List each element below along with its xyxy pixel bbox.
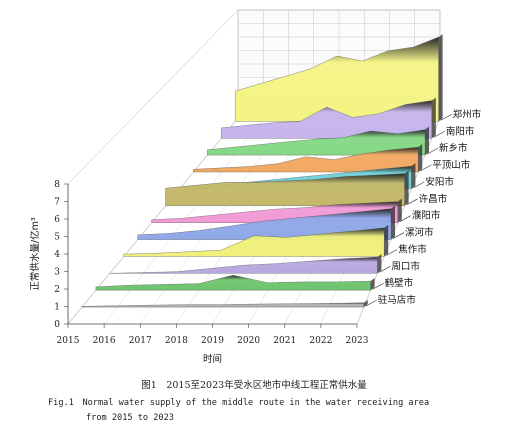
- series-label: 濮阳市: [412, 210, 441, 222]
- series-endcap-9: [418, 144, 422, 172]
- series-label: 驻马店市: [378, 294, 417, 306]
- x-tick-label: 2018: [165, 336, 188, 346]
- figure-caption-en-line2: from 2015 to 2023: [48, 411, 488, 426]
- x-tick-label: 2021: [273, 336, 296, 346]
- series-label: 郑州市: [453, 108, 482, 120]
- x-tick-label: 2020: [237, 336, 260, 346]
- series-label: 漯河市: [405, 227, 434, 239]
- y-tick-label: 3: [54, 268, 60, 278]
- figure-caption-en-line1: Fig.1 Normal water supply of the middle …: [48, 396, 488, 411]
- series-label: 鹤壁市: [385, 277, 414, 289]
- y-tick-label: 8: [54, 180, 60, 190]
- y-tick-label: 4: [54, 250, 60, 260]
- series-label: 新乡市: [439, 142, 468, 154]
- series-label: 焦作市: [398, 243, 427, 255]
- series-area-2: [96, 275, 371, 290]
- side-top-edge: [68, 10, 238, 184]
- waterfall-chart: 郑州市南阳市新乡市平顶山市安阳市许昌市濮阳市漯河市焦作市周口市鹤壁市驻马店市20…: [0, 0, 508, 380]
- series-label: 安阳市: [425, 176, 454, 188]
- y-tick-label: 0: [54, 320, 60, 330]
- x-tick-label: 2019: [201, 336, 224, 346]
- series-label: 南阳市: [446, 125, 475, 137]
- series-endcap-12: [439, 34, 443, 121]
- series-area-3: [110, 257, 378, 273]
- x-tick-label: 2015: [57, 336, 80, 346]
- series-endcap-7: [405, 171, 409, 206]
- series-label: 周口市: [391, 260, 420, 272]
- x-tick-label: 2022: [309, 336, 332, 346]
- series-endcap-4: [384, 225, 388, 257]
- x-tick-label: 2017: [129, 336, 152, 346]
- x-tick-label: 2016: [93, 336, 116, 346]
- series-endcap-5: [391, 206, 395, 240]
- series-label: 许昌市: [419, 193, 448, 205]
- series-label: 平顶山市: [432, 159, 471, 171]
- x-axis-title: 时间: [203, 353, 222, 365]
- y-tick-label: 1: [54, 303, 60, 313]
- series-endcap-10: [425, 127, 429, 155]
- y-tick-label: 2: [54, 285, 60, 295]
- y-axis-title: 正常供水量/亿m³: [29, 217, 41, 290]
- y-tick-label: 6: [54, 215, 60, 225]
- series-area-1: [82, 303, 364, 307]
- series-endcap-8: [411, 163, 415, 189]
- figure-caption-en: Fig.1 Normal water supply of the middle …: [48, 396, 488, 426]
- y-tick-label: 7: [54, 198, 60, 208]
- series-endcap-6: [398, 199, 402, 223]
- y-tick-label: 5: [54, 233, 60, 243]
- x-tick-label: 2023: [346, 336, 369, 346]
- series-endcap-3: [377, 254, 381, 273]
- figure-caption-cn: 图1 2015至2023年受水区地市中线工程正常供水量: [0, 377, 508, 391]
- series-endcap-11: [432, 98, 436, 139]
